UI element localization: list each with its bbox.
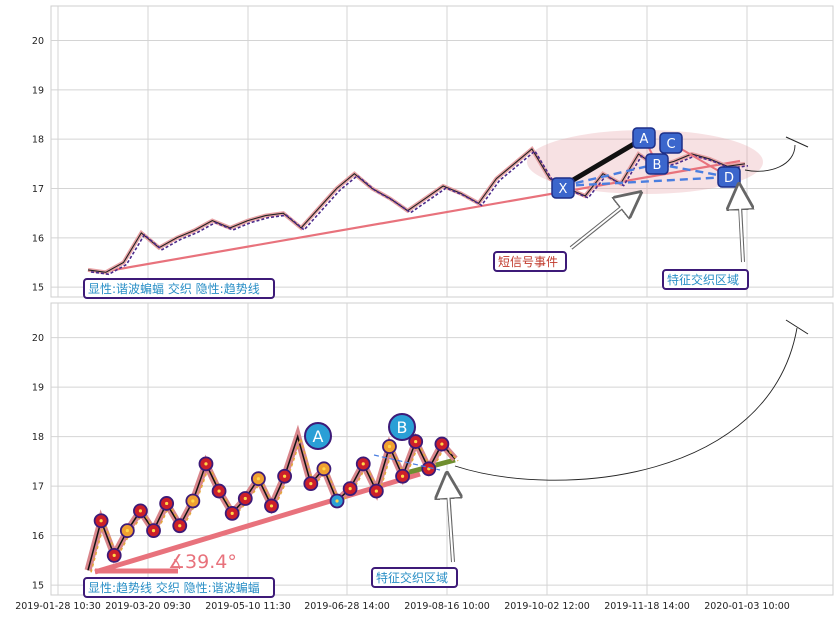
top-plot-area bbox=[50, 5, 834, 298]
x-tick-label: 2019-11-18 14:00 bbox=[604, 601, 690, 612]
top-trend-line bbox=[101, 159, 741, 274]
top-legend-box: 显性:谐波蝙蝠 交织 隐性:趋势线 bbox=[83, 278, 275, 299]
event-marker-dot bbox=[125, 529, 129, 533]
y-tick-label: 17 bbox=[32, 482, 44, 493]
bottom-connector-curve bbox=[454, 327, 798, 481]
top-price-line bbox=[87, 148, 746, 273]
svg-text:C: C bbox=[666, 137, 675, 152]
y-tick-label: 17 bbox=[32, 184, 44, 195]
event-marker-dot bbox=[204, 462, 208, 466]
x-tick-labels: 2019-01-28 10:30 2019-03-20 09:30 2019-05-… bbox=[15, 601, 790, 612]
event-marker-dot bbox=[269, 504, 274, 508]
event-marker-dot bbox=[348, 486, 352, 491]
top-zone-label: 特征交织区域 bbox=[662, 269, 749, 290]
top-point-x: X bbox=[551, 177, 575, 199]
event-marker-dot bbox=[387, 444, 392, 449]
svg-text:显性:趋势线 交织 隐性:谐波蝙蝠: 显性:趋势线 交织 隐性:谐波蝙蝠 bbox=[88, 580, 260, 595]
event-marker-dot bbox=[361, 462, 365, 466]
trend-angle-label: ∡39.4° bbox=[168, 551, 237, 573]
event-marker-dot bbox=[165, 501, 169, 506]
svg-text:A: A bbox=[640, 132, 649, 147]
event-marker-dot bbox=[322, 467, 326, 471]
event-marker-dot bbox=[178, 524, 182, 528]
bottom-point-b: B bbox=[388, 413, 416, 441]
x-tick-label: 2019-08-16 10:00 bbox=[404, 601, 490, 612]
bottom-connector-tick bbox=[785, 319, 809, 335]
event-marker-dot bbox=[374, 489, 378, 493]
svg-text:特征交织区域: 特征交织区域 bbox=[376, 570, 448, 585]
event-marker-dot bbox=[112, 553, 116, 558]
top-feature-zone bbox=[527, 130, 763, 194]
y-tick-label: 18 bbox=[32, 432, 44, 443]
svg-text:X: X bbox=[559, 182, 568, 197]
bottom-panel: 15 16 17 18 19 20 2019-01-28 10:30 2019-03-20 … bbox=[15, 302, 834, 612]
event-marker-dot bbox=[217, 489, 221, 493]
svg-text:D: D bbox=[724, 171, 734, 186]
event-marker-dot bbox=[414, 439, 418, 444]
svg-text:短信号事件: 短信号事件 bbox=[498, 255, 558, 269]
x-tick-label: 2019-03-20 09:30 bbox=[105, 601, 191, 612]
top-price-dashed bbox=[90, 149, 749, 276]
short-signal-arrow-inner bbox=[570, 195, 637, 249]
y-tick-label: 19 bbox=[32, 85, 44, 96]
bottom-y-tick-labels: 15 16 17 18 19 20 bbox=[32, 333, 44, 591]
y-tick-label: 15 bbox=[32, 581, 44, 592]
svg-text:B: B bbox=[653, 158, 662, 173]
svg-text:A: A bbox=[313, 427, 324, 446]
y-tick-label: 16 bbox=[32, 233, 44, 244]
top-zone-arrow-inner bbox=[738, 188, 744, 263]
y-tick-label: 15 bbox=[32, 283, 44, 294]
y-tick-label: 18 bbox=[32, 135, 44, 146]
event-marker-dot bbox=[191, 499, 195, 503]
event-marker-dot bbox=[230, 511, 234, 515]
short-signal-label: 短信号事件 bbox=[493, 251, 567, 272]
event-marker-dot bbox=[309, 482, 313, 486]
x-tick-label: 2019-01-28 10:30 bbox=[15, 601, 101, 612]
bottom-blue-dash bbox=[373, 454, 441, 471]
event-marker-dot bbox=[283, 474, 287, 478]
top-point-b: B bbox=[645, 153, 669, 175]
top-point-a: A bbox=[632, 127, 656, 149]
bottom-zone-label: 特征交织区域 bbox=[371, 567, 458, 588]
top-point-c: C bbox=[659, 132, 683, 154]
xb-dash bbox=[562, 162, 658, 188]
x-tick-label: 2020-01-03 10:00 bbox=[704, 601, 790, 612]
top-connector-tick bbox=[785, 136, 809, 148]
x-tick-label: 2019-06-28 14:00 bbox=[304, 601, 390, 612]
x-tick-label: 2019-05-10 11:30 bbox=[205, 601, 291, 612]
y-tick-label: 20 bbox=[32, 36, 44, 47]
top-point-d: D bbox=[717, 166, 741, 188]
event-marker-dot bbox=[256, 477, 260, 481]
y-tick-label: 16 bbox=[32, 531, 44, 542]
event-marker-dot bbox=[138, 509, 143, 513]
bottom-event-markers bbox=[93, 434, 450, 563]
xa-leg bbox=[561, 135, 646, 189]
svg-text:B: B bbox=[397, 418, 408, 437]
event-marker-dot bbox=[440, 442, 444, 446]
top-panel: 15 16 17 18 19 20 X bbox=[32, 5, 834, 299]
y-tick-label: 19 bbox=[32, 383, 44, 394]
bottom-point-a: A bbox=[304, 422, 332, 450]
bottom-legend-box: 显性:趋势线 交织 隐性:谐波蝙蝠 bbox=[83, 577, 275, 598]
x-tick-label: 2019-10-02 12:00 bbox=[504, 601, 590, 612]
event-marker-dot bbox=[99, 519, 103, 523]
bottom-trend-line bbox=[94, 471, 421, 575]
event-marker-dot bbox=[400, 474, 405, 478]
bottom-zone-arrow-inner bbox=[446, 477, 454, 563]
y-tick-label: 20 bbox=[32, 333, 44, 344]
top-y-tick-labels: 15 16 17 18 19 20 bbox=[32, 36, 44, 294]
event-marker-dot bbox=[335, 499, 339, 503]
svg-text:显性:谐波蝙蝠 交织 隐性:趋势线: 显性:谐波蝙蝠 交织 隐性:趋势线 bbox=[88, 281, 260, 296]
xd-dash bbox=[562, 175, 730, 188]
event-marker-dot bbox=[243, 496, 247, 501]
top-connector-curve bbox=[744, 144, 796, 172]
event-marker-dot bbox=[151, 529, 156, 533]
svg-text:特征交织区域: 特征交织区域 bbox=[667, 272, 739, 287]
